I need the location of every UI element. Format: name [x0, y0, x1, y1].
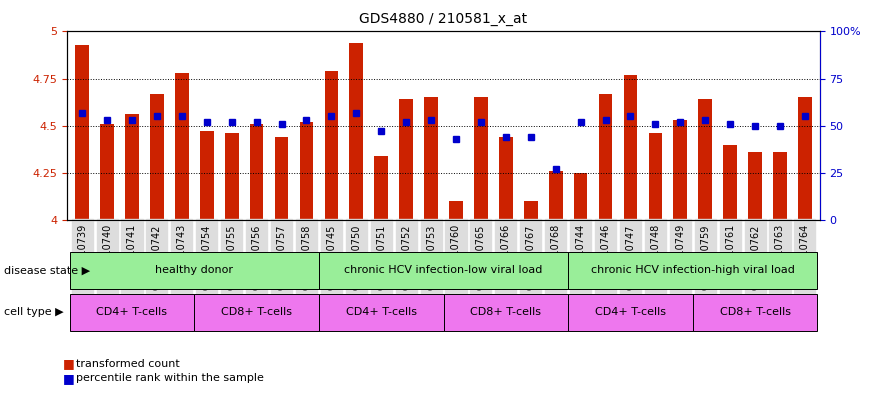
Bar — [400, 99, 413, 220]
Bar — [624, 75, 637, 220]
Bar — [75, 45, 89, 220]
Text: CD4+ T-cells: CD4+ T-cells — [346, 307, 417, 317]
Bar — [200, 131, 213, 220]
Text: chronic HCV infection-high viral load: chronic HCV infection-high viral load — [590, 265, 795, 275]
Bar — [444, 294, 568, 331]
Bar — [773, 152, 787, 220]
Bar — [225, 133, 238, 220]
Bar — [424, 97, 438, 220]
Bar — [568, 294, 693, 331]
Bar — [568, 252, 817, 289]
Bar — [324, 71, 338, 220]
Text: CD4+ T-cells: CD4+ T-cells — [97, 307, 168, 317]
Bar — [674, 120, 687, 220]
Bar — [798, 97, 812, 220]
Text: ■: ■ — [63, 371, 74, 385]
Bar — [499, 137, 513, 220]
Text: cell type ▶: cell type ▶ — [4, 307, 65, 317]
Text: CD8+ T-cells: CD8+ T-cells — [470, 307, 541, 317]
Text: healthy donor: healthy donor — [155, 265, 233, 275]
Bar — [275, 137, 289, 220]
Bar — [349, 43, 363, 220]
Bar — [649, 133, 662, 220]
Text: CD4+ T-cells: CD4+ T-cells — [595, 307, 666, 317]
Bar — [723, 145, 737, 220]
Bar — [100, 124, 114, 220]
Text: disease state ▶: disease state ▶ — [4, 265, 90, 275]
Bar — [524, 201, 538, 220]
Bar — [573, 173, 588, 220]
Text: CD8+ T-cells: CD8+ T-cells — [719, 307, 790, 317]
Text: chronic HCV infection-low viral load: chronic HCV infection-low viral load — [344, 265, 543, 275]
Text: percentile rank within the sample: percentile rank within the sample — [76, 373, 264, 383]
Bar — [150, 94, 164, 220]
Text: GDS4880 / 210581_x_at: GDS4880 / 210581_x_at — [359, 12, 528, 26]
Bar — [194, 294, 319, 331]
Bar — [449, 201, 463, 220]
Bar — [70, 294, 194, 331]
Text: CD8+ T-cells: CD8+ T-cells — [221, 307, 292, 317]
Bar — [175, 73, 189, 220]
Bar — [549, 171, 563, 220]
Bar — [299, 122, 314, 220]
Bar — [319, 294, 444, 331]
Bar — [698, 99, 712, 220]
Bar — [125, 114, 139, 220]
Bar — [70, 252, 319, 289]
Bar — [474, 97, 487, 220]
Bar — [250, 124, 263, 220]
Bar — [375, 156, 388, 220]
Bar — [693, 294, 817, 331]
Text: ■: ■ — [63, 357, 74, 370]
Bar — [319, 252, 568, 289]
Text: transformed count: transformed count — [76, 358, 180, 369]
Bar — [748, 152, 762, 220]
Bar — [599, 94, 612, 220]
